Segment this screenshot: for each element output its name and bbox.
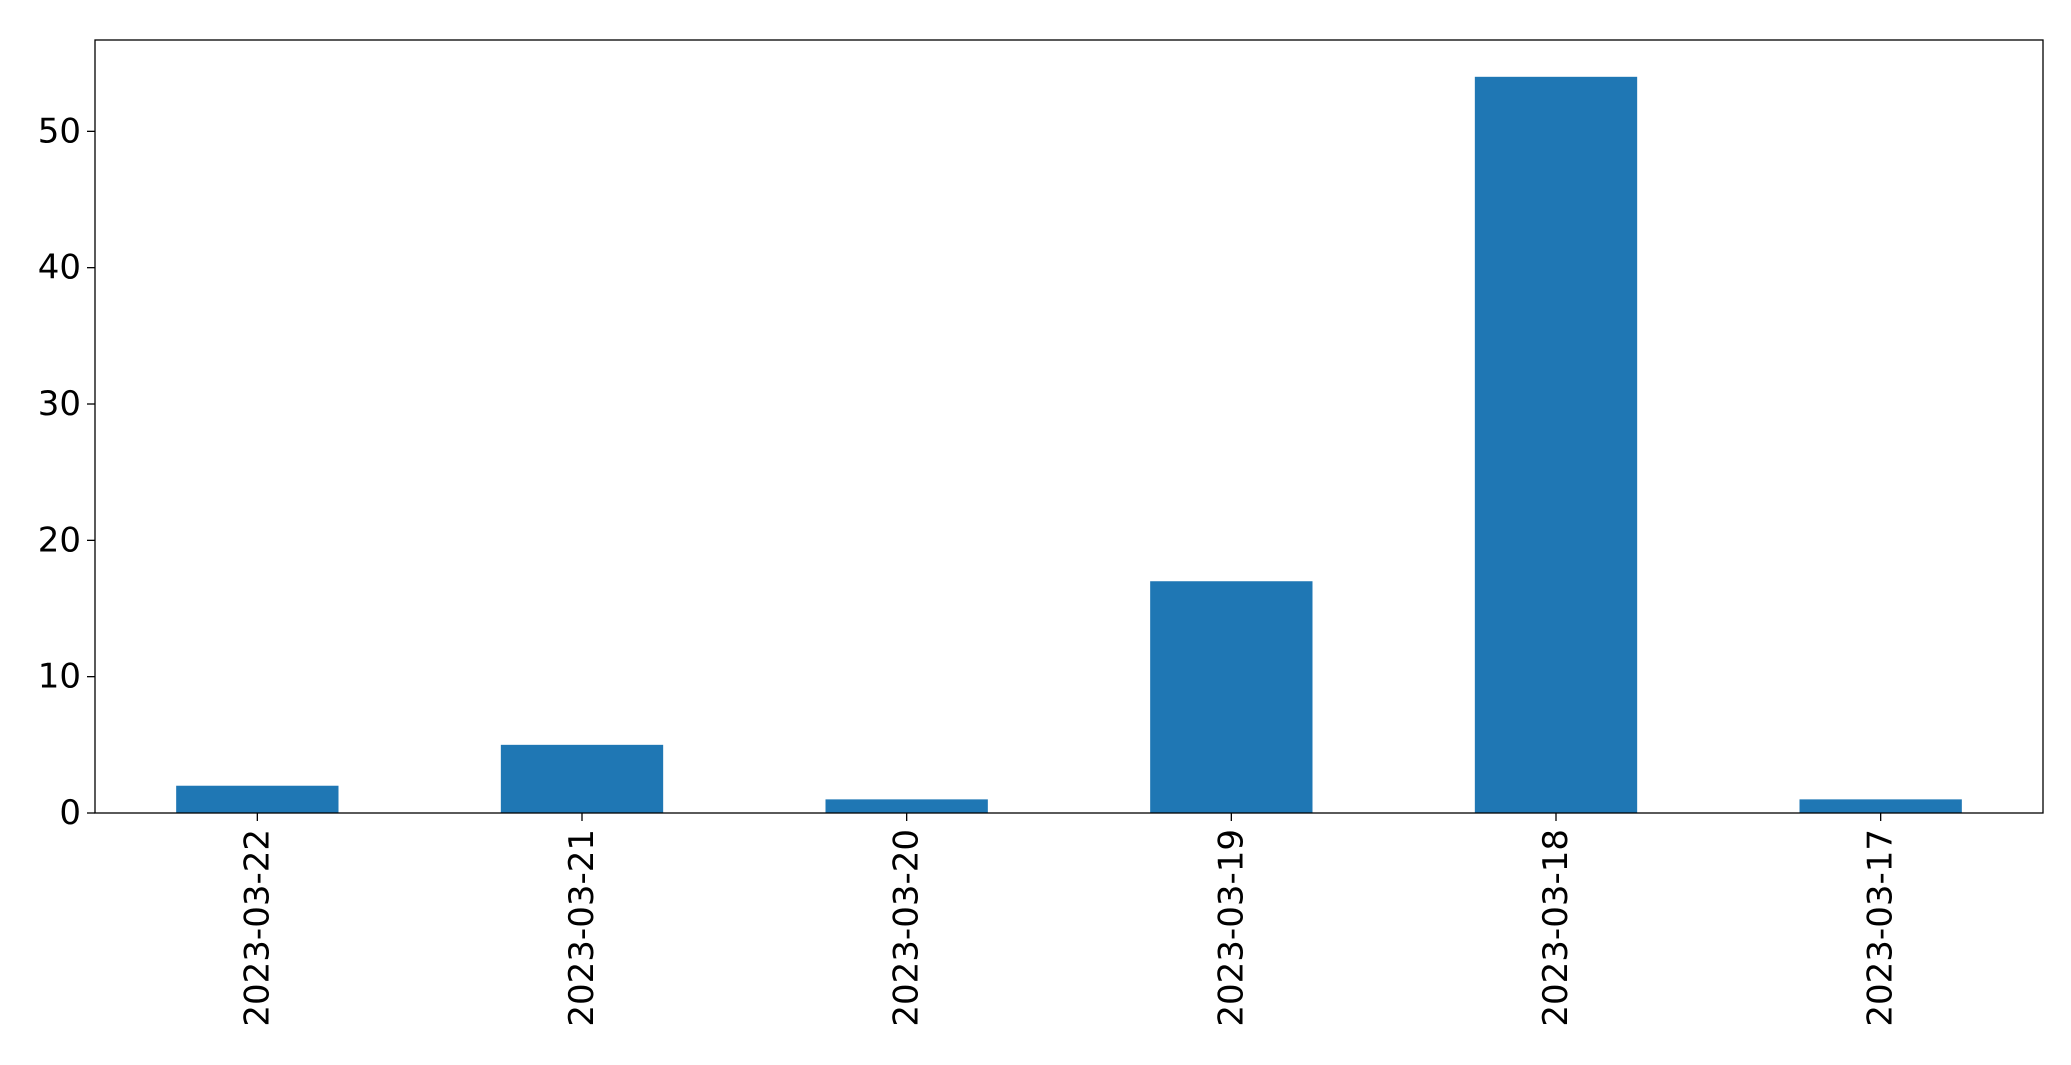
- x-tick-label: 2023-03-17: [1861, 829, 1901, 1027]
- x-tick-label: 2023-03-19: [1211, 829, 1251, 1027]
- bar-2023-03-19: [1150, 581, 1313, 813]
- x-tick-label: 2023-03-20: [887, 829, 927, 1027]
- x-axis: 2023-03-22 2023-03-21 2023-03-20 2023-03-19…: [237, 813, 1901, 1027]
- bar-2023-03-18: [1474, 76, 1638, 814]
- bar-2023-03-21: [500, 744, 664, 813]
- bar-2023-03-22: [176, 785, 339, 813]
- y-axis: 0 10 20 30 40 50: [38, 111, 95, 833]
- y-tick-label: 30: [38, 384, 81, 424]
- x-tick-label: 2023-03-18: [1536, 829, 1576, 1027]
- y-tick-label: 10: [38, 657, 81, 697]
- y-tick-label: 50: [38, 111, 81, 151]
- y-tick-label: 0: [59, 793, 81, 833]
- x-tick-label: 2023-03-22: [237, 829, 277, 1027]
- bar-2023-03-20: [825, 799, 988, 813]
- bar-series: [176, 76, 1962, 814]
- bar-2023-03-17: [1799, 799, 1962, 813]
- y-tick-label: 20: [38, 520, 81, 560]
- x-tick-label: 2023-03-21: [562, 829, 602, 1027]
- y-tick-label: 40: [38, 248, 81, 288]
- plot-frame: [94, 39, 2044, 814]
